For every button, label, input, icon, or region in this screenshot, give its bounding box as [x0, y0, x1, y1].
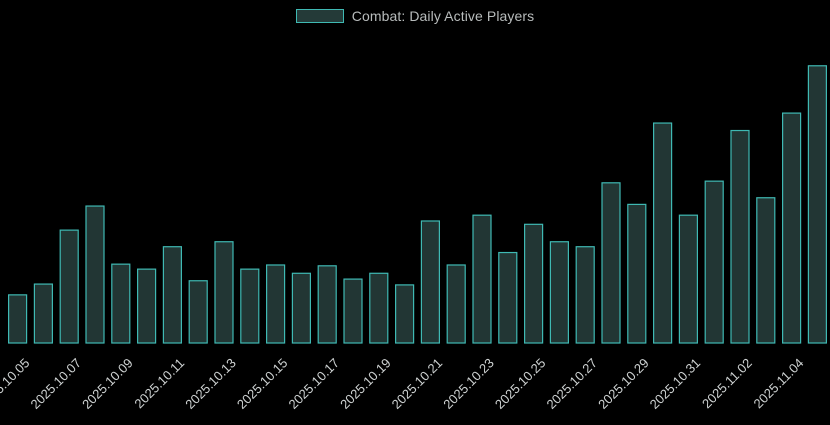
- x-tick-label: 2025.10.25: [492, 355, 549, 412]
- bar-2025.10.15: [266, 264, 286, 344]
- bar-2025.10.31: [678, 214, 699, 344]
- bar-2025.11.02: [730, 129, 750, 344]
- x-tick-label: 2025.10.09: [79, 355, 136, 412]
- bar-2025.10.28: [601, 182, 621, 344]
- x-tick-label: 2025.10.05: [0, 355, 33, 412]
- x-tick-label: 2025.11.04: [751, 355, 807, 411]
- bar-2025.10.20: [395, 284, 415, 344]
- bar-2025.10.12: [188, 280, 208, 344]
- bar-2025.10.27: [575, 246, 595, 344]
- bar-2025.10.14: [240, 268, 260, 344]
- x-tick-label: 2025.10.21: [389, 355, 446, 412]
- x-tick-label: 2025.10.15: [234, 355, 291, 412]
- bar-2025.10.17: [317, 265, 337, 344]
- bar-2025.10.25: [523, 223, 544, 344]
- bar-2025.10.10: [137, 268, 157, 344]
- x-tick-label: 2025.11.02: [699, 355, 755, 411]
- bar-2025.10.16: [291, 272, 311, 344]
- bars-group: [8, 65, 828, 344]
- x-tick-label: 2025.10.13: [182, 355, 239, 412]
- bar-2025.10.05: [8, 294, 28, 344]
- bar-2025.10.21: [420, 220, 440, 344]
- x-tick-label: 2025.10.23: [440, 355, 497, 412]
- bar-2025.11.05: [807, 65, 828, 344]
- x-tick-label: 2025.10.11: [131, 355, 187, 411]
- x-tick-label: 2025.10.07: [27, 355, 84, 412]
- bar-2025.10.07: [59, 229, 79, 344]
- bar-2025.10.18: [343, 278, 363, 344]
- bar-2025.11.04: [781, 112, 802, 344]
- x-tick-label: 2025.10.17: [285, 355, 342, 412]
- bar-2025.11.01: [704, 180, 724, 344]
- bar-2025.10.08: [85, 205, 105, 344]
- x-tick-label: 2025.10.19: [337, 355, 394, 412]
- x-tick-label: 2025.10.31: [647, 355, 704, 412]
- bar-2025.10.22: [446, 264, 466, 344]
- bar-2025.11.03: [756, 197, 776, 344]
- bar-2025.10.26: [549, 241, 570, 344]
- bar-2025.10.29: [627, 203, 647, 344]
- bar-2025.10.24: [498, 251, 518, 344]
- x-tick-label: 2025.10.29: [595, 355, 652, 412]
- bar-2025.10.11: [162, 246, 182, 344]
- bar-2025.10.13: [214, 241, 234, 344]
- bar-2025.10.06: [33, 283, 54, 344]
- bar-2025.10.30: [652, 122, 673, 344]
- x-tick-labels: 2025.10.052025.10.072025.10.092025.10.11…: [0, 355, 807, 412]
- bar-2025.10.19: [369, 272, 389, 344]
- x-tick-label: 2025.10.27: [543, 355, 600, 412]
- bar-2025.10.23: [472, 214, 492, 344]
- bar-2025.10.09: [111, 263, 131, 344]
